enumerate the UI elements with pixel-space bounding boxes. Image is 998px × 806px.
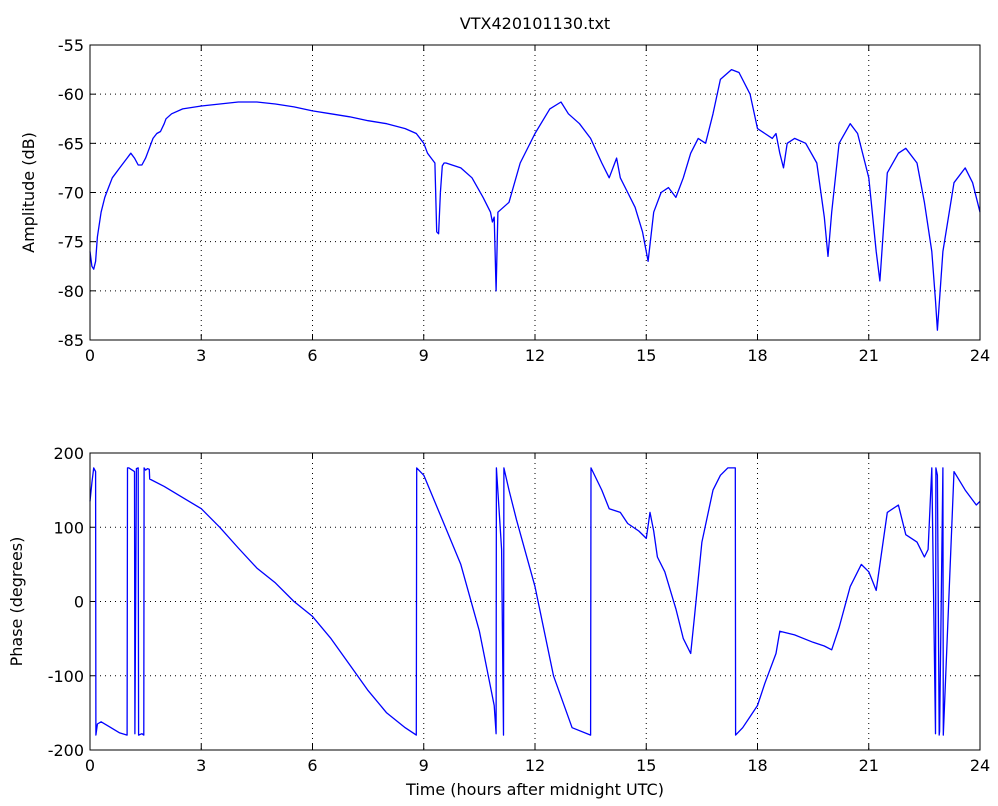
y-tick-label: 100: [53, 518, 84, 537]
x-tick-label: 0: [85, 756, 95, 775]
x-tick-label: 18: [747, 756, 767, 775]
x-tick-label: 21: [859, 756, 879, 775]
y-tick-label: -70: [58, 184, 84, 203]
x-tick-label: 6: [307, 346, 317, 365]
y-tick-label: -65: [58, 134, 84, 153]
x-tick-label: 18: [747, 346, 767, 365]
y-tick-label: -200: [48, 741, 84, 760]
x-tick-label: 0: [85, 346, 95, 365]
x-tick-label: 3: [196, 756, 206, 775]
x-tick-label: 21: [859, 346, 879, 365]
y-axis-label: Phase (degrees): [7, 537, 26, 667]
x-tick-label: 12: [525, 346, 545, 365]
y-tick-label: -75: [58, 233, 84, 252]
axes-frame: [89, 452, 981, 751]
y-tick-label: -60: [58, 85, 84, 104]
x-tick-label: 24: [970, 346, 990, 365]
x-tick-label: 3: [196, 346, 206, 365]
y-tick-label: 200: [53, 444, 84, 463]
x-tick-label: 9: [419, 346, 429, 365]
x-tick-label: 9: [419, 756, 429, 775]
y-tick-label: 0: [74, 593, 84, 612]
x-tick-label: 24: [970, 756, 990, 775]
x-tick-label: 12: [525, 756, 545, 775]
y-tick-label: -85: [58, 331, 84, 350]
series-line: [89, 68, 981, 331]
y-axis-label: Amplitude (dB): [19, 132, 38, 253]
x-tick-label: 6: [307, 756, 317, 775]
phase-panel: 0 3 6 9 12 15 18 21 24 200 100 0 -100 -200 Phase (degr…: [7, 444, 990, 799]
x-tick-label: 15: [636, 756, 656, 775]
axes-frame: [89, 44, 981, 341]
series-line: [89, 467, 981, 736]
x-axis-label: Time (hours after midnight UTC): [405, 780, 664, 799]
amplitude-panel: 0 3 6 9 12 15 18 21 24 -55 -60 -65 -70 -75 -80 -85 VTX42…: [19, 14, 990, 365]
y-tick-label: -55: [58, 36, 84, 55]
chart-title: VTX420101130.txt: [460, 14, 610, 33]
y-tick-label: -100: [48, 667, 84, 686]
x-tick-label: 15: [636, 346, 656, 365]
y-tick-label: -80: [58, 282, 84, 301]
